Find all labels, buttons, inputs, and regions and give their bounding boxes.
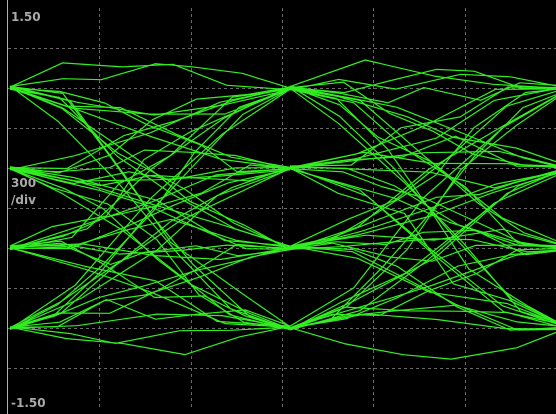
signal-traces	[9, 59, 556, 360]
scale-value-label: 300	[11, 176, 37, 190]
signal-trace	[289, 82, 556, 104]
scale-unit-label: /div	[11, 193, 36, 207]
signal-trace	[9, 218, 291, 250]
signal-trace	[9, 86, 291, 250]
signal-trace	[289, 87, 556, 323]
signal-trace	[9, 87, 291, 171]
signal-trace	[289, 150, 556, 169]
signal-trace	[289, 171, 556, 251]
signal-trace	[289, 238, 556, 253]
signal-trace	[289, 306, 556, 329]
signal-trace	[289, 168, 556, 248]
signal-trace	[9, 167, 291, 250]
signal-trace	[289, 96, 556, 327]
signal-trace	[289, 87, 556, 163]
signal-trace	[9, 63, 291, 89]
signal-trace	[289, 167, 556, 323]
signal-trace	[289, 250, 556, 329]
signal-trace	[9, 240, 291, 330]
signal-trace	[9, 167, 291, 330]
signal-trace	[9, 166, 291, 329]
signal-trace	[289, 248, 556, 330]
grid-lines	[8, 8, 556, 408]
signal-trace	[289, 87, 556, 322]
signal-trace	[289, 313, 556, 330]
signal-trace	[9, 167, 291, 331]
signal-trace	[289, 171, 556, 249]
signal-trace	[9, 85, 291, 331]
signal-trace	[9, 168, 291, 330]
signal-trace	[289, 151, 556, 170]
signal-trace	[9, 168, 291, 330]
signal-trace	[289, 68, 556, 94]
signal-trace	[9, 86, 291, 170]
signal-trace	[289, 90, 556, 247]
signal-trace	[289, 85, 556, 242]
signal-trace	[289, 88, 556, 247]
signal-trace	[289, 85, 556, 323]
signal-trace	[289, 166, 556, 324]
signal-trace	[9, 85, 291, 250]
signal-trace	[289, 73, 556, 91]
signal-trace	[289, 95, 556, 251]
y-max-label: 1.50	[11, 10, 41, 24]
signal-trace	[289, 86, 556, 244]
signal-trace	[9, 167, 291, 250]
signal-trace	[9, 149, 291, 173]
signal-trace	[289, 172, 556, 330]
signal-trace	[9, 247, 291, 328]
signal-trace	[289, 171, 556, 331]
signal-trace	[289, 245, 556, 331]
signal-trace	[9, 85, 291, 330]
signal-trace	[9, 325, 291, 356]
signal-trace	[9, 242, 291, 255]
signal-trace	[289, 327, 556, 360]
y-min-label: -1.50	[11, 396, 46, 410]
signal-trace	[289, 88, 556, 249]
signal-trace	[289, 242, 556, 262]
signal-trace	[9, 164, 291, 250]
signal-trace	[9, 313, 291, 329]
signal-trace	[9, 167, 291, 329]
signal-trace	[289, 174, 556, 331]
signal-trace	[289, 245, 556, 324]
signal-trace	[9, 88, 291, 251]
signal-trace	[289, 166, 556, 247]
signal-trace	[289, 167, 556, 325]
signal-trace	[9, 298, 291, 328]
signal-trace	[289, 249, 556, 329]
signal-trace	[9, 62, 291, 91]
signal-trace	[9, 88, 291, 330]
signal-trace	[9, 87, 291, 170]
signal-trace	[289, 59, 556, 89]
signal-trace	[289, 304, 556, 329]
signal-trace	[9, 88, 291, 330]
signal-trace	[9, 243, 291, 261]
signal-trace	[289, 229, 556, 256]
signal-trace	[289, 135, 556, 168]
signal-trace	[9, 247, 291, 327]
signal-trace	[289, 228, 556, 248]
signal-trace	[9, 326, 291, 344]
signal-trace	[9, 168, 291, 250]
